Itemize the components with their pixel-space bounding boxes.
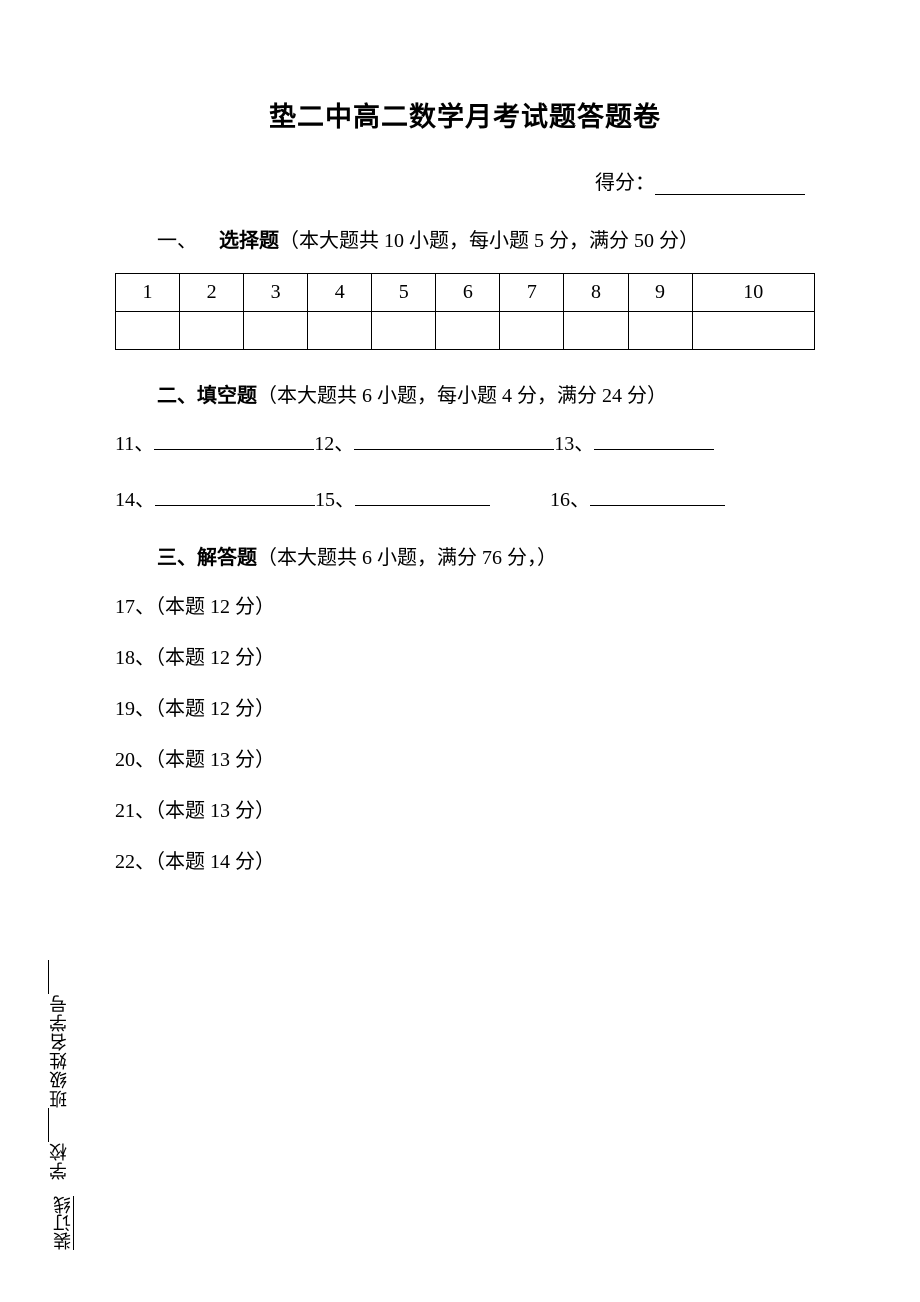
- section-3-heading: 三、解答题（本大题共 6 小题，满分 76 分，）: [157, 540, 815, 576]
- fill-row-2: 14、 15、 16、: [115, 484, 815, 516]
- mc-answer-cell[interactable]: [308, 312, 372, 350]
- fill-q14-blank[interactable]: [155, 486, 315, 506]
- class-label: 班级: [49, 1070, 69, 1108]
- section-1-desc: （本大题共 10 小题，每小题 5 分，满分 50 分）: [279, 230, 699, 252]
- section-3-num: 三、: [157, 547, 197, 569]
- multiple-choice-table: 1 2 3 4 5 6 7 8 9 10: [115, 273, 815, 350]
- section-1-label: 选择题: [219, 230, 279, 252]
- mc-answer-cell[interactable]: [692, 312, 814, 350]
- mc-header-cell: 10: [692, 274, 814, 312]
- mc-answer-cell[interactable]: [628, 312, 692, 350]
- fill-q12-blank[interactable]: [354, 430, 554, 450]
- mc-header-cell: 6: [436, 274, 500, 312]
- qa-q20: 20、（本题 13 分）: [115, 743, 815, 772]
- fill-q13-blank[interactable]: [594, 430, 714, 450]
- fill-q15-blank[interactable]: [355, 486, 490, 506]
- page-content: 垫二中高二数学月考试题答题卷 得分： 一、选择题（本大题共 10 小题，每小题 …: [115, 95, 815, 896]
- mc-answer-cell[interactable]: [436, 312, 500, 350]
- mc-answer-cell[interactable]: [564, 312, 628, 350]
- mc-header-cell: 1: [116, 274, 180, 312]
- fill-q13-label: 13、: [554, 433, 594, 455]
- qa-q19: 19、（本题 12 分）: [115, 692, 815, 721]
- score-label: 得分：: [595, 172, 655, 194]
- qa-q22: 22、（本题 14 分）: [115, 845, 815, 874]
- mc-header-cell: 9: [628, 274, 692, 312]
- section-2-desc: （本大题共 6 小题，每小题 4 分，满分 24 分）: [257, 385, 667, 407]
- student-info-vertical: 学校班级姓名学号: [50, 960, 68, 1180]
- fill-q15-label: 15、: [315, 489, 355, 511]
- section-2-num: 二、: [157, 385, 197, 407]
- fill-q14-label: 14、: [115, 489, 155, 511]
- section-2-heading: 二、填空题（本大题共 6 小题，每小题 4 分，满分 24 分）: [157, 378, 815, 414]
- mc-answer-row: [116, 312, 815, 350]
- fill-q12-label: 12、: [314, 433, 354, 455]
- mc-answer-cell[interactable]: [500, 312, 564, 350]
- name-label: 姓名: [49, 1032, 69, 1070]
- mc-header-row: 1 2 3 4 5 6 7 8 9 10: [116, 274, 815, 312]
- mc-answer-cell[interactable]: [116, 312, 180, 350]
- mc-header-cell: 7: [500, 274, 564, 312]
- id-blank[interactable]: [48, 960, 49, 994]
- mc-header-cell: 5: [372, 274, 436, 312]
- section-2-label: 填空题: [197, 385, 257, 407]
- mc-answer-cell[interactable]: [372, 312, 436, 350]
- binding-sidebar: 学校 班级姓名学号 装订线: [50, 680, 74, 1250]
- section-1-num: 一、: [157, 223, 219, 259]
- section-3-desc: （本大题共 6 小题，满分 76 分，）: [257, 547, 557, 569]
- document-title: 垫二中高二数学月考试题答题卷: [115, 95, 815, 134]
- qa-q18: 18、（本题 12 分）: [115, 641, 815, 670]
- mc-answer-cell[interactable]: [180, 312, 244, 350]
- section-3-label: 解答题: [197, 547, 257, 569]
- school-label: 学校: [49, 1142, 69, 1180]
- mc-header-cell: 4: [308, 274, 372, 312]
- school-blank[interactable]: [48, 1108, 49, 1142]
- binding-line-label: 装订线: [50, 1196, 76, 1250]
- mc-header-cell: 8: [564, 274, 628, 312]
- mc-header-cell: 3: [244, 274, 308, 312]
- fill-q16-blank[interactable]: [590, 486, 725, 506]
- mc-answer-cell[interactable]: [244, 312, 308, 350]
- fill-q16-label: 16、: [550, 489, 590, 511]
- score-line: 得分：: [115, 166, 815, 195]
- mc-header-cell: 2: [180, 274, 244, 312]
- qa-q17: 17、（本题 12 分）: [115, 590, 815, 619]
- fill-q11-label: 11、: [115, 433, 154, 455]
- id-label: 学号: [49, 994, 69, 1032]
- score-blank[interactable]: [655, 173, 805, 195]
- qa-q21: 21、（本题 13 分）: [115, 794, 815, 823]
- fill-row-1: 11、 12、 13、: [115, 428, 815, 460]
- fill-q11-blank[interactable]: [154, 430, 314, 450]
- section-1-heading: 一、选择题（本大题共 10 小题，每小题 5 分，满分 50 分）: [157, 223, 815, 259]
